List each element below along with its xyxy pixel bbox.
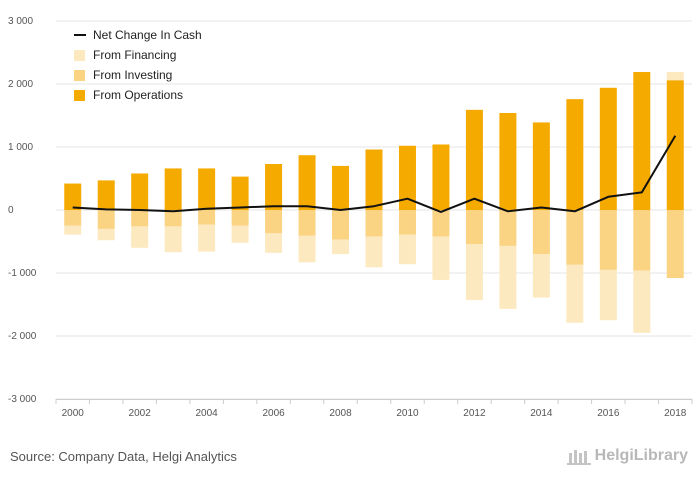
bar-from-operations [532, 122, 550, 210]
y-tick-label: 2 000 [8, 79, 33, 90]
legend-label: From Operations [93, 88, 183, 102]
bar-from-financing [131, 226, 149, 248]
legend-label: From Financing [93, 48, 176, 62]
bar-from-operations [298, 155, 316, 210]
y-tick-label: -3 000 [8, 394, 37, 405]
bar-from-operations [599, 87, 617, 210]
bar-from-financing [566, 264, 584, 323]
brand-logo: HelgiLibrary [566, 447, 688, 465]
bar-from-investing [164, 210, 182, 227]
bar-from-financing [365, 236, 383, 268]
bar-from-investing [599, 210, 617, 270]
line-net-change-in-cash [72, 135, 677, 213]
y-tick-label: -2 000 [8, 331, 37, 342]
bar-from-investing [131, 210, 149, 227]
bar-from-financing [633, 270, 651, 333]
bar-from-investing [499, 210, 517, 246]
bar-from-financing [332, 239, 350, 255]
bar-from-investing [398, 210, 416, 235]
x-tick-label: 2004 [196, 408, 219, 419]
bar-from-operations [432, 144, 450, 210]
bar-from-investing [633, 210, 651, 271]
bar-from-financing [398, 234, 416, 265]
x-tick-label: 2008 [329, 408, 352, 419]
bar-from-operations [231, 176, 249, 210]
legend-swatch [74, 50, 85, 61]
bar-from-investing [566, 210, 584, 265]
bar-from-financing [97, 228, 115, 241]
x-tick-label: 2010 [396, 408, 419, 419]
bar-from-financing [265, 233, 283, 253]
library-icon [566, 450, 591, 465]
bar-from-investing [365, 210, 383, 237]
bar-from-financing [532, 254, 550, 298]
y-tick-label: 3 000 [8, 16, 33, 27]
bar-from-operations [97, 180, 115, 210]
y-tick-label: -1 000 [8, 268, 37, 279]
bar-from-financing [164, 226, 182, 253]
x-tick-label: 2016 [597, 408, 620, 419]
bar-from-investing [231, 210, 249, 226]
bar-from-operations [465, 109, 483, 210]
bar-from-investing [465, 210, 483, 245]
bar-from-financing [432, 236, 450, 280]
chart: -3 000 -2 000 -1 000 0 1 000 2 000 3 000 2000 20… [8, 16, 693, 419]
x-tick-label: 2002 [129, 408, 152, 419]
bar-from-investing [97, 210, 115, 229]
x-tick-label: 2018 [664, 408, 687, 419]
brand-text: HelgiLibrary [594, 447, 688, 464]
bar-from-financing [499, 245, 517, 309]
bar-from-operations [164, 168, 182, 210]
bar-from-operations [398, 145, 416, 210]
bar-from-operations [332, 165, 350, 210]
bar-from-investing [298, 210, 316, 236]
source-note: Source: Company Data, Helgi Analytics [10, 449, 237, 464]
bar-from-operations [633, 72, 651, 210]
y-tick-label: 0 [8, 205, 14, 216]
bar-from-investing [532, 210, 550, 255]
x-tick-label: 2012 [463, 408, 486, 419]
bar-from-operations [566, 99, 584, 210]
bar-from-financing [666, 72, 684, 81]
bar-from-financing [465, 244, 483, 301]
bar-from-operations [64, 183, 82, 210]
legend-swatch [74, 70, 85, 81]
bar-from-investing [265, 210, 283, 234]
legend-label: Net Change In Cash [93, 28, 202, 42]
x-tick-label: 2014 [530, 408, 553, 419]
bar-from-financing [231, 225, 249, 243]
x-tick-label: 2006 [262, 408, 285, 419]
bar-from-financing [599, 269, 617, 321]
bar-from-investing [198, 210, 216, 225]
bar-from-operations [499, 112, 517, 210]
bar-from-investing [666, 210, 684, 279]
bar-from-operations [265, 164, 283, 210]
bar-from-investing [64, 210, 82, 226]
bar-from-financing [64, 225, 82, 235]
legend-label: From Investing [93, 68, 172, 82]
bar-from-operations [365, 149, 383, 210]
bar-from-investing [332, 210, 350, 240]
bar-from-operations [666, 80, 684, 210]
bar-from-operations [198, 168, 216, 210]
bar-from-financing [198, 224, 216, 252]
bar-from-operations [131, 173, 149, 210]
bar-from-financing [298, 235, 316, 263]
bar-from-investing [432, 210, 450, 237]
legend-swatch [74, 90, 85, 101]
x-tick-label: 2000 [62, 408, 85, 419]
y-tick-label: 1 000 [8, 142, 33, 153]
